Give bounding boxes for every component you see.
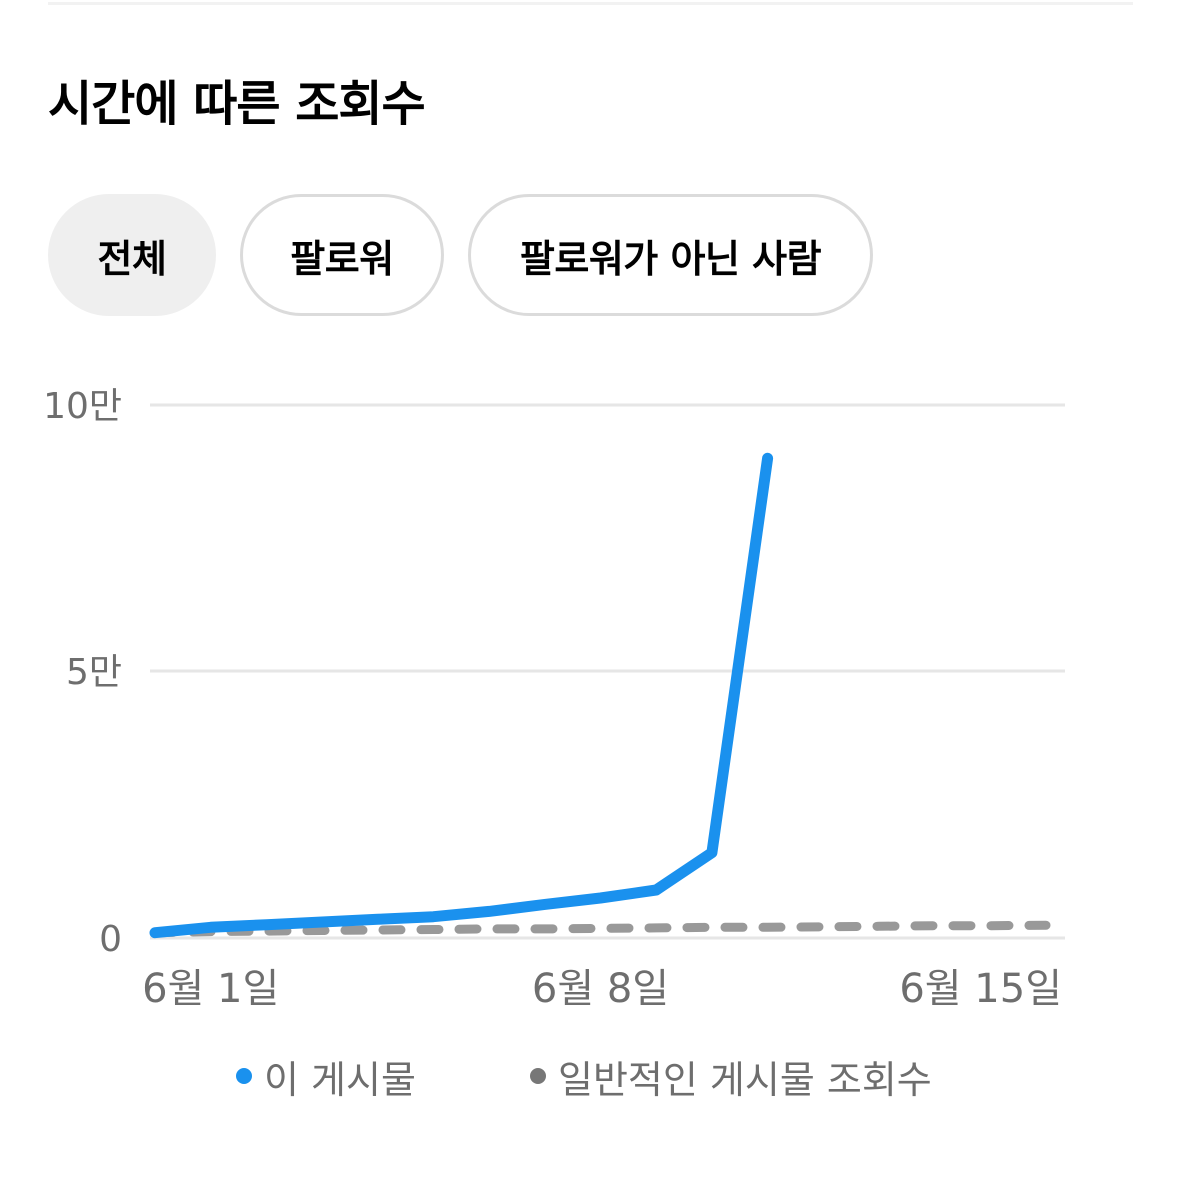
series-line-this-post xyxy=(149,452,774,939)
series-layer xyxy=(149,452,1051,939)
y-axis-ticks: 10만 5만 0 xyxy=(43,386,122,960)
top-divider xyxy=(48,2,1133,5)
legend-label: 일반적인 게시물 조회수 xyxy=(558,1057,932,1102)
legend-label: 이 게시물 xyxy=(264,1057,416,1102)
x-tick-label: 6월 8일 xyxy=(532,966,669,1012)
y-tick-label: 0 xyxy=(99,919,122,960)
legend-dot-icon xyxy=(530,1068,546,1084)
filter-chip-non-followers[interactable]: 팔로워가 아닌 사람 xyxy=(468,194,873,316)
filter-chips: 전체 팔로워 팔로워가 아닌 사람 xyxy=(48,194,873,316)
filter-chip-followers[interactable]: 팔로워 xyxy=(240,194,444,316)
x-axis-ticks: 6월 1일 6월 8일 6월 15일 xyxy=(142,966,1062,1012)
filter-chip-all[interactable]: 전체 xyxy=(48,194,216,316)
gridlines xyxy=(150,403,1065,940)
series-line-typical-post xyxy=(150,920,1051,938)
legend-item-this-post: 이 게시물 xyxy=(236,1048,416,1104)
y-tick-label: 10만 xyxy=(43,386,122,427)
section-title: 시간에 따른 조회수 xyxy=(48,76,426,132)
legend-item-typical-post: 일반적인 게시물 조회수 xyxy=(530,1048,932,1104)
x-tick-label: 6월 15일 xyxy=(899,966,1062,1012)
y-tick-label: 5만 xyxy=(66,652,122,693)
legend-dot-icon xyxy=(236,1068,252,1084)
x-tick-label: 6월 1일 xyxy=(142,966,279,1012)
